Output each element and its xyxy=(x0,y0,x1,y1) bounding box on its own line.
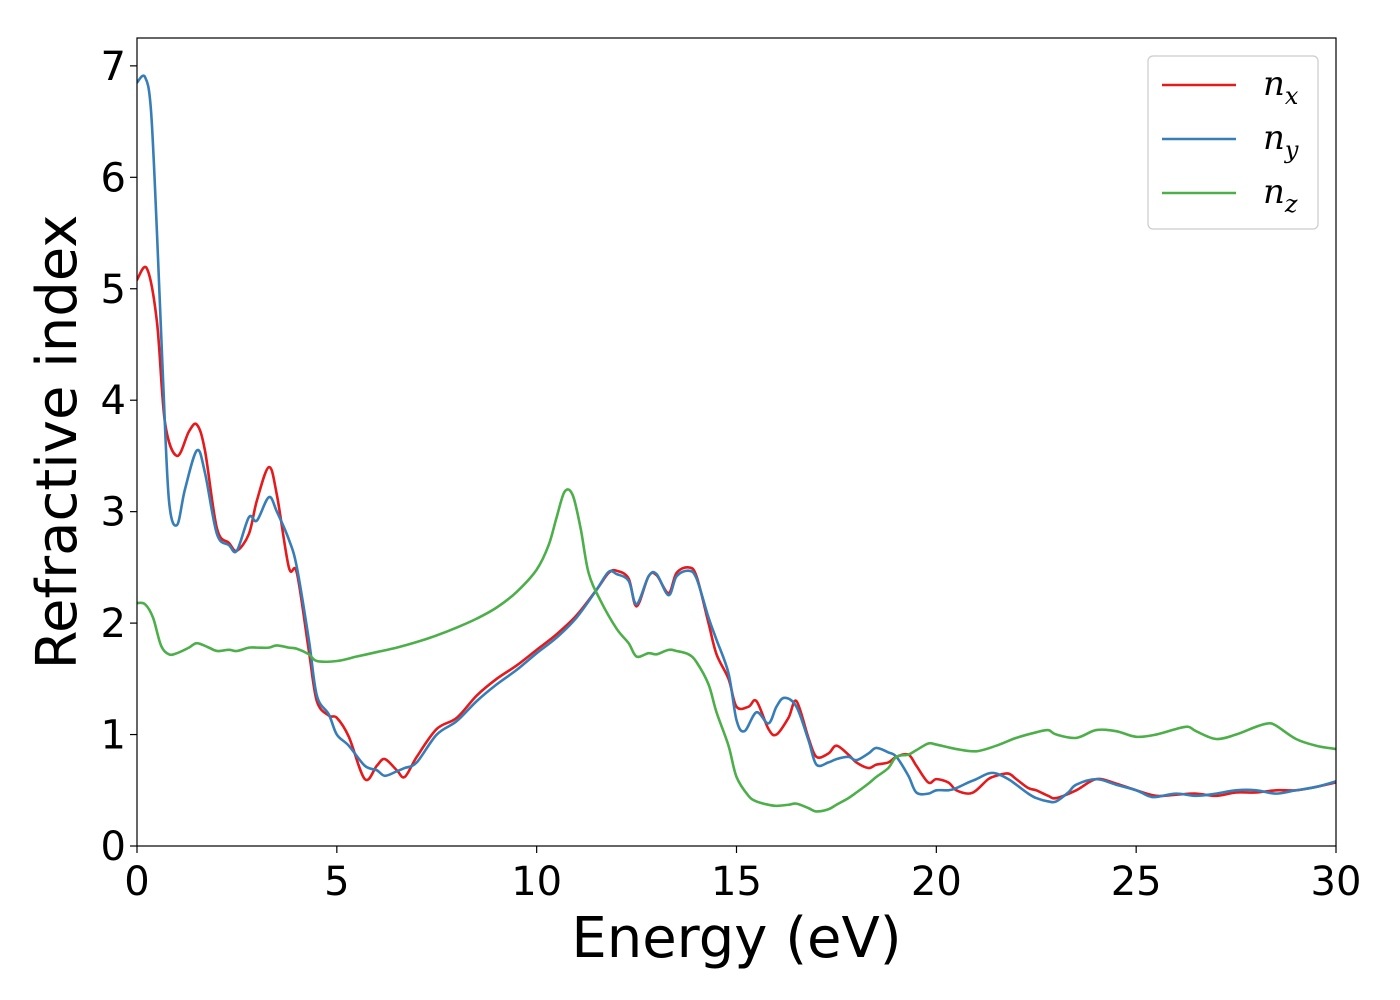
y-tick-label: 0 xyxy=(101,824,126,870)
legend-label-z: nz xyxy=(1263,172,1298,218)
y-axis-ticks: 0 1 2 3 4 5 6 7 xyxy=(101,44,137,870)
y-tick-label: 7 xyxy=(101,44,126,90)
x-axis-title: Energy (eV) xyxy=(571,906,901,971)
series-line-y xyxy=(137,74,1336,804)
legend-label-x: nx xyxy=(1263,64,1299,110)
y-tick-label: 3 xyxy=(101,490,126,536)
x-axis-ticks: 0 5 10 15 20 25 30 xyxy=(124,846,1361,905)
y-tick-label: 2 xyxy=(101,601,126,647)
x-tick-label: 30 xyxy=(1311,859,1362,905)
legend-box xyxy=(1147,55,1319,230)
legend: nx ny nz xyxy=(1147,55,1319,230)
x-tick-label: 15 xyxy=(711,859,762,905)
x-tick-label: 25 xyxy=(1111,859,1162,905)
y-tick-label: 5 xyxy=(101,267,126,313)
legend-label-y: ny xyxy=(1263,118,1299,164)
x-tick-label: 20 xyxy=(911,859,962,905)
series-layer xyxy=(137,74,1336,813)
x-tick-label: 5 xyxy=(324,859,349,905)
y-tick-label: 4 xyxy=(101,378,126,424)
y-axis-title: Refractive index xyxy=(25,215,90,670)
y-tick-label: 6 xyxy=(101,155,126,201)
series-line-x xyxy=(137,265,1336,800)
x-tick-label: 10 xyxy=(511,859,562,905)
x-tick-label: 0 xyxy=(124,859,149,905)
y-tick-label: 1 xyxy=(101,713,126,759)
series-line-z xyxy=(137,488,1336,813)
